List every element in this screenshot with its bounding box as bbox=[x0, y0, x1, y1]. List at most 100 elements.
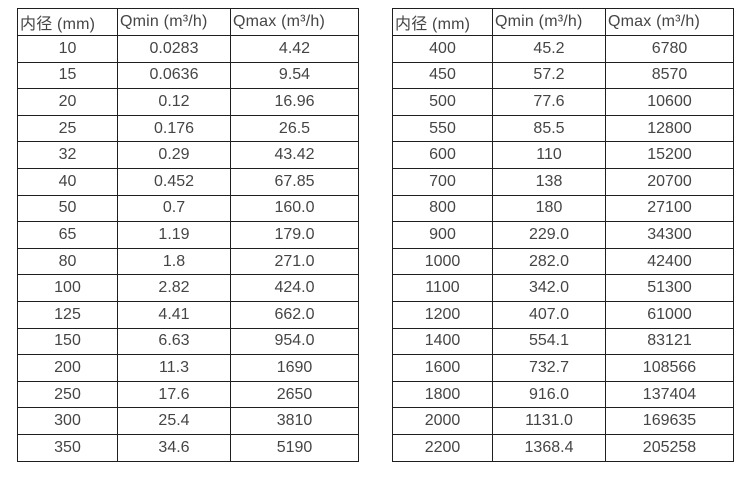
table-row: 400 45.2 6780 bbox=[392, 35, 734, 63]
table-cell: 100 bbox=[17, 274, 118, 302]
table-cell: 57.2 bbox=[492, 61, 606, 90]
table-cell: 83121 bbox=[605, 327, 734, 356]
table-row: 内径 (mm) Qmin (m³/h) Qmax (m³/h) bbox=[17, 8, 359, 36]
table-cell: 407.0 bbox=[492, 300, 606, 329]
table-cell: 1100 bbox=[392, 274, 493, 302]
table-cell: 10600 bbox=[605, 88, 734, 116]
table-row: 1800 916.0 137404 bbox=[392, 380, 734, 409]
table-row: 2000 1131.0 169635 bbox=[392, 407, 734, 435]
table-cell: 34300 bbox=[605, 221, 734, 249]
table-cell: 25 bbox=[17, 114, 118, 143]
column-header: Qmin (m³/h) bbox=[117, 8, 231, 36]
table-cell: 0.12 bbox=[117, 88, 231, 116]
table-cell: 85.5 bbox=[492, 114, 606, 143]
table-row: 200 11.3 1690 bbox=[17, 354, 359, 382]
table-cell: 26.5 bbox=[230, 114, 359, 143]
table-cell: 2000 bbox=[392, 407, 493, 435]
table-cell: 1400 bbox=[392, 327, 493, 356]
table-row: 500 77.6 10600 bbox=[392, 88, 734, 116]
table-row: 2200 1368.4 205258 bbox=[392, 433, 734, 462]
table-row: 550 85.5 12800 bbox=[392, 114, 734, 143]
table-cell: 138 bbox=[492, 167, 606, 196]
table-cell: 250 bbox=[17, 380, 118, 409]
table-cell: 40 bbox=[17, 167, 118, 196]
table-cell: 400 bbox=[392, 35, 493, 63]
table-cell: 2200 bbox=[392, 433, 493, 462]
table-cell: 2.82 bbox=[117, 274, 231, 302]
table-cell: 1368.4 bbox=[492, 433, 606, 462]
table-cell: 1.19 bbox=[117, 221, 231, 249]
table-header-row: 内径 (mm) Qmin (m³/h) Qmax (m³/h) bbox=[17, 8, 359, 36]
column-header: Qmin (m³/h) bbox=[492, 8, 606, 36]
table-cell: 450 bbox=[392, 61, 493, 90]
table-row: 内径 (mm) Qmin (m³/h) Qmax (m³/h) bbox=[392, 8, 734, 36]
table-cell: 20700 bbox=[605, 167, 734, 196]
table-row: 800 180 27100 bbox=[392, 194, 734, 223]
table-row: 900 229.0 34300 bbox=[392, 221, 734, 249]
table-cell: 108566 bbox=[605, 354, 734, 382]
table-cell: 10 bbox=[17, 35, 118, 63]
table-cell: 424.0 bbox=[230, 274, 359, 302]
table-cell: 0.0283 bbox=[117, 35, 231, 63]
table-cell: 1.8 bbox=[117, 247, 231, 276]
table-cell: 80 bbox=[17, 247, 118, 276]
column-header: Qmax (m³/h) bbox=[605, 8, 734, 36]
table-cell: 800 bbox=[392, 194, 493, 223]
table-body: 400 45.2 6780 450 57.2 8570 500 77.6 10600 550 85.… bbox=[392, 35, 734, 462]
table-cell: 900 bbox=[392, 221, 493, 249]
table-cell: 954.0 bbox=[230, 327, 359, 356]
table-row: 1200 407.0 61000 bbox=[392, 300, 734, 329]
table-cell: 0.452 bbox=[117, 167, 231, 196]
table-row: 125 4.41 662.0 bbox=[17, 300, 359, 329]
table-cell: 15 bbox=[17, 61, 118, 90]
table-cell: 137404 bbox=[605, 380, 734, 409]
table-body: 10 0.0283 4.42 15 0.0636 9.54 20 0.12 16.96 25 0.1… bbox=[17, 35, 359, 462]
table-row: 20 0.12 16.96 bbox=[17, 88, 359, 116]
table-row: 100 2.82 424.0 bbox=[17, 274, 359, 302]
table-cell: 17.6 bbox=[117, 380, 231, 409]
table-row: 1000 282.0 42400 bbox=[392, 247, 734, 276]
table-cell: 110 bbox=[492, 141, 606, 169]
table-cell: 200 bbox=[17, 354, 118, 382]
table-cell: 8570 bbox=[605, 61, 734, 90]
table-row: 1600 732.7 108566 bbox=[392, 354, 734, 382]
table-row: 32 0.29 43.42 bbox=[17, 141, 359, 169]
table-row: 40 0.452 67.85 bbox=[17, 167, 359, 196]
table-row: 80 1.8 271.0 bbox=[17, 247, 359, 276]
table-row: 1400 554.1 83121 bbox=[392, 327, 734, 356]
table-row: 150 6.63 954.0 bbox=[17, 327, 359, 356]
table-cell: 229.0 bbox=[492, 221, 606, 249]
table-cell: 1200 bbox=[392, 300, 493, 329]
table-header-row: 内径 (mm) Qmin (m³/h) Qmax (m³/h) bbox=[392, 8, 734, 36]
table-cell: 27100 bbox=[605, 194, 734, 223]
table-cell: 0.7 bbox=[117, 194, 231, 223]
table-cell: 3810 bbox=[230, 407, 359, 435]
table-cell: 1131.0 bbox=[492, 407, 606, 435]
table-cell: 550 bbox=[392, 114, 493, 143]
table-cell: 180 bbox=[492, 194, 606, 223]
table-cell: 600 bbox=[392, 141, 493, 169]
table-row: 15 0.0636 9.54 bbox=[17, 61, 359, 90]
table-cell: 77.6 bbox=[492, 88, 606, 116]
table-cell: 20 bbox=[17, 88, 118, 116]
table-row: 10 0.0283 4.42 bbox=[17, 35, 359, 63]
table-row: 600 110 15200 bbox=[392, 141, 734, 169]
column-header: Qmax (m³/h) bbox=[230, 8, 359, 36]
table-row: 65 1.19 179.0 bbox=[17, 221, 359, 249]
table-cell: 350 bbox=[17, 433, 118, 462]
column-header: 内径 (mm) bbox=[17, 8, 118, 36]
table-row: 50 0.7 160.0 bbox=[17, 194, 359, 223]
table-cell: 51300 bbox=[605, 274, 734, 302]
table-cell: 1690 bbox=[230, 354, 359, 382]
table-cell: 50 bbox=[17, 194, 118, 223]
table-cell: 554.1 bbox=[492, 327, 606, 356]
flow-spec-table-large-diameters: 内径 (mm) Qmin (m³/h) Qmax (m³/h) 400 45.2 678… bbox=[392, 8, 734, 462]
table-cell: 160.0 bbox=[230, 194, 359, 223]
table-cell: 0.29 bbox=[117, 141, 231, 169]
table-cell: 32 bbox=[17, 141, 118, 169]
table-cell: 42400 bbox=[605, 247, 734, 276]
table-cell: 4.41 bbox=[117, 300, 231, 329]
table-cell: 67.85 bbox=[230, 167, 359, 196]
table-row: 250 17.6 2650 bbox=[17, 380, 359, 409]
